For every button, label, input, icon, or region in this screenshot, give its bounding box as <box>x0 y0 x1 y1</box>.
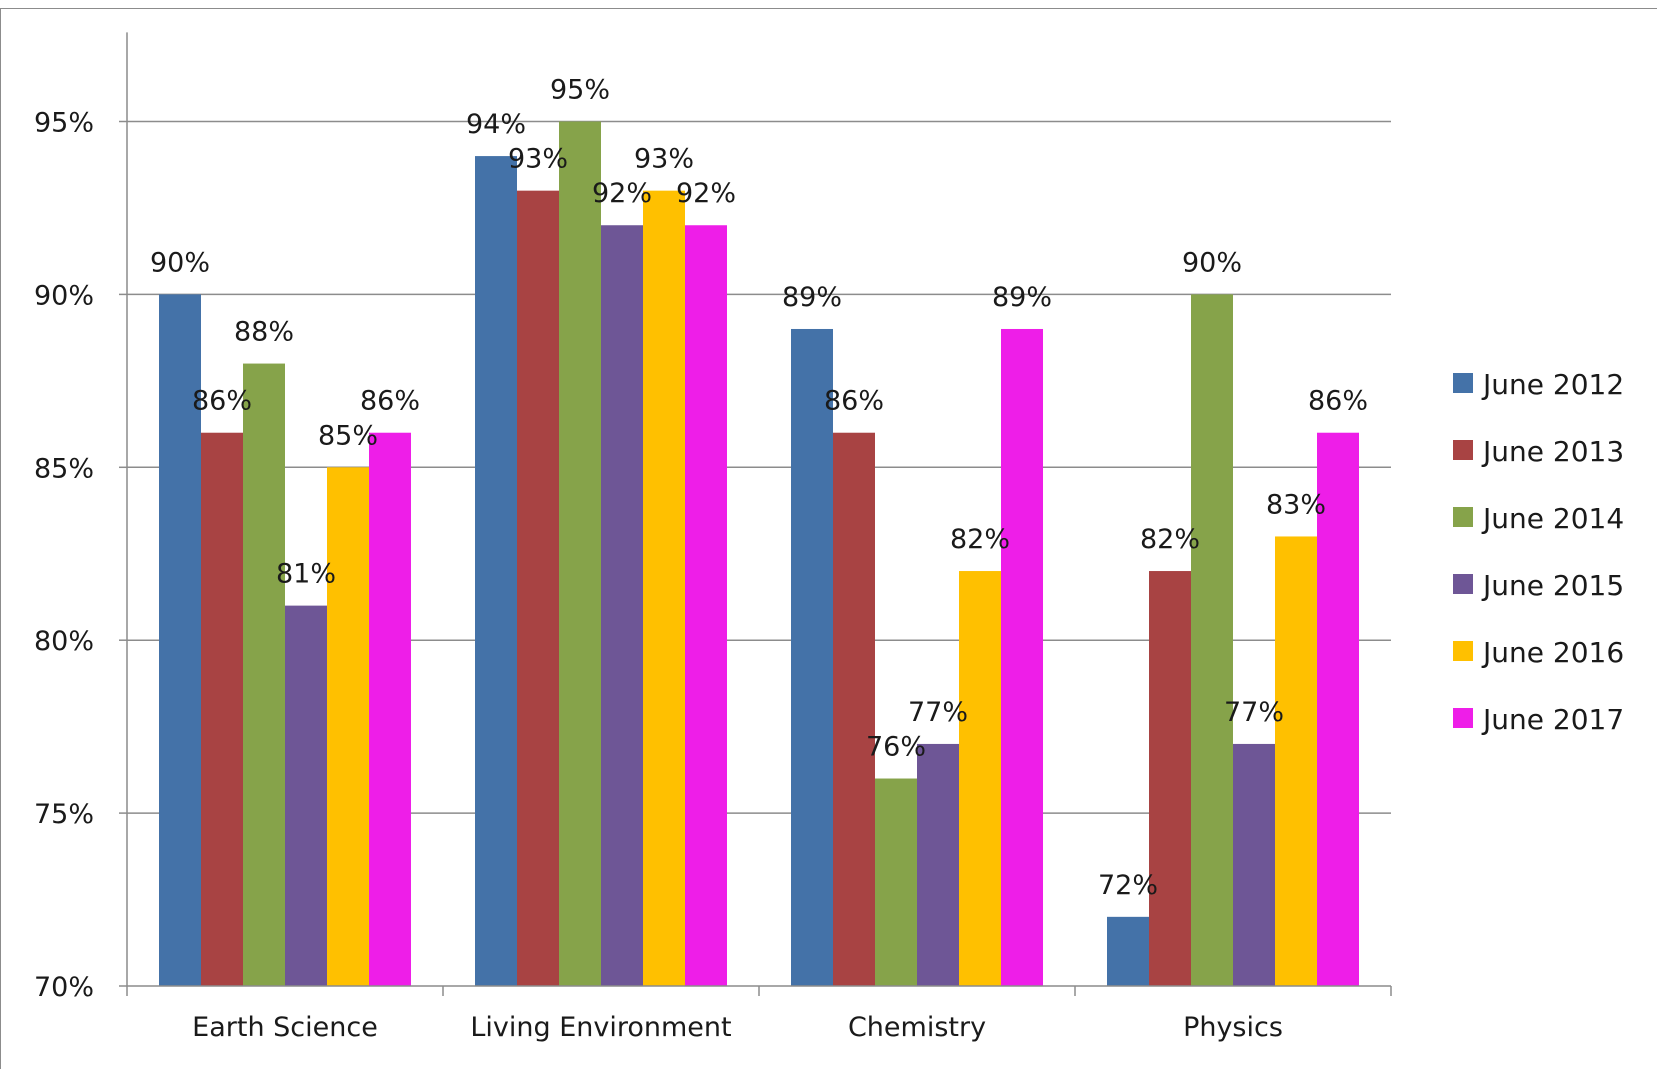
legend-label: June 2017 <box>1481 703 1624 736</box>
data-label: 81% <box>276 559 336 590</box>
bar <box>875 778 917 986</box>
y-tick-label: 70% <box>34 972 94 1003</box>
legend-swatch <box>1453 507 1473 527</box>
data-label: 92% <box>676 178 736 209</box>
legend-swatch <box>1453 373 1473 393</box>
legend: June 2012 June 2013 June 2014 June 2015 June… <box>1453 368 1624 736</box>
bar <box>1149 571 1191 986</box>
data-label: 82% <box>1140 524 1200 555</box>
data-label: 76% <box>866 732 926 763</box>
bar <box>1275 536 1317 986</box>
data-labels: 90%86%88%81%85%86%94%93%95%92%93%92%89%8… <box>150 75 1368 901</box>
bar <box>475 156 517 986</box>
data-label: 90% <box>150 247 210 278</box>
legend-label: June 2015 <box>1481 569 1624 602</box>
bar <box>1001 328 1043 987</box>
y-tick-label: 80% <box>34 626 94 657</box>
y-tick-label: 75% <box>34 799 94 830</box>
x-tick-label: Physics <box>1183 1012 1283 1043</box>
bar <box>159 294 201 986</box>
data-label: 85% <box>318 420 378 451</box>
data-label: 90% <box>1182 247 1242 278</box>
bar <box>917 743 959 986</box>
data-label: 86% <box>1308 386 1368 417</box>
bar <box>1317 432 1359 987</box>
data-label: 88% <box>234 317 294 348</box>
chart-frame: 70% 75% 80% 85% 90% 95% Earth Science Living En… <box>0 8 1657 1069</box>
data-label: 86% <box>360 386 420 417</box>
bar <box>243 363 285 986</box>
axes: 70% 75% 80% 85% 90% 95% Earth Science Living En… <box>34 32 1392 1043</box>
data-label: 92% <box>592 178 652 209</box>
bar <box>369 432 411 987</box>
data-label: 72% <box>1098 870 1158 901</box>
data-label: 83% <box>1266 489 1326 520</box>
bar <box>285 605 327 986</box>
x-tick-label: Earth Science <box>192 1012 378 1043</box>
y-tick-label: 90% <box>34 280 94 311</box>
data-label: 94% <box>466 109 526 140</box>
x-tick-label: Chemistry <box>848 1012 986 1043</box>
data-label: 89% <box>782 282 842 313</box>
data-label: 89% <box>992 282 1052 313</box>
bar <box>601 225 643 987</box>
legend-swatch <box>1453 440 1473 460</box>
bar <box>791 328 833 987</box>
legend-swatch <box>1453 641 1473 661</box>
bar <box>517 190 559 986</box>
bar <box>959 571 1001 986</box>
y-tick-label: 85% <box>34 453 94 484</box>
data-label: 93% <box>508 144 568 175</box>
legend-label: June 2016 <box>1481 636 1624 669</box>
bar <box>327 467 369 986</box>
bar <box>643 190 685 986</box>
data-label: 82% <box>950 524 1010 555</box>
legend-label: June 2014 <box>1481 502 1624 535</box>
legend-swatch <box>1453 708 1473 728</box>
bar <box>685 225 727 987</box>
legend-label: June 2013 <box>1481 435 1624 468</box>
data-label: 77% <box>908 697 968 728</box>
data-label: 86% <box>192 386 252 417</box>
bar-chart: 70% 75% 80% 85% 90% 95% Earth Science Living En… <box>34 32 1624 1043</box>
data-label: 86% <box>824 386 884 417</box>
y-tick-label: 95% <box>34 108 94 139</box>
bars <box>159 121 1359 987</box>
data-label: 95% <box>550 75 610 106</box>
bar <box>559 121 601 986</box>
legend-label: June 2012 <box>1481 368 1624 401</box>
bar <box>833 432 875 987</box>
bar <box>201 432 243 987</box>
bar <box>1107 916 1149 986</box>
legend-swatch <box>1453 574 1473 594</box>
bar <box>1233 743 1275 986</box>
data-label: 77% <box>1224 697 1284 728</box>
data-label: 93% <box>634 144 694 175</box>
x-tick-label: Living Environment <box>470 1012 731 1043</box>
bar <box>1191 294 1233 986</box>
